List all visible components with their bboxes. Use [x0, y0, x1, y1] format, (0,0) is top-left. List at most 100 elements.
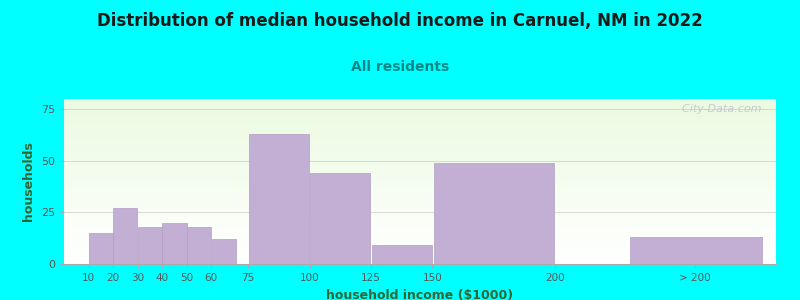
Bar [64, 191, 776, 193]
Bar [89, 233, 113, 264]
Bar [64, 200, 776, 201]
Bar [64, 146, 776, 147]
Bar [64, 168, 776, 169]
Bar [64, 130, 776, 131]
Bar [64, 166, 776, 167]
Bar [64, 141, 776, 142]
Bar [64, 250, 776, 251]
Bar [64, 125, 776, 127]
Bar [64, 114, 776, 116]
Bar [64, 108, 776, 109]
Bar [64, 196, 776, 197]
Bar [64, 160, 776, 161]
Bar [64, 127, 776, 128]
Bar [64, 233, 776, 234]
Bar [64, 214, 776, 216]
Bar [64, 256, 776, 257]
Bar [64, 100, 776, 101]
Bar [64, 167, 776, 168]
Bar [64, 198, 776, 199]
Bar [249, 134, 309, 264]
Bar [114, 208, 138, 264]
Bar [64, 132, 776, 133]
Bar [64, 232, 776, 233]
Bar [64, 219, 776, 220]
Text: City-Data.com: City-Data.com [675, 104, 762, 114]
Bar [64, 164, 776, 165]
Bar [64, 129, 776, 130]
Bar [64, 226, 776, 228]
Bar [64, 228, 776, 229]
Bar [64, 229, 776, 230]
Bar [64, 173, 776, 174]
Bar [64, 103, 776, 104]
Bar [64, 120, 776, 121]
Bar [64, 253, 776, 254]
Bar [64, 143, 776, 144]
Bar [64, 148, 776, 150]
Bar [64, 194, 776, 195]
Bar [64, 189, 776, 190]
Bar [64, 202, 776, 203]
Bar [64, 183, 776, 184]
Bar [64, 251, 776, 252]
Bar [64, 193, 776, 194]
Bar [64, 185, 776, 186]
Bar [64, 139, 776, 140]
Bar [64, 118, 776, 119]
Bar [64, 178, 776, 179]
Bar [64, 241, 776, 242]
Bar [310, 173, 370, 264]
Bar [64, 254, 776, 255]
Bar [64, 175, 776, 176]
Bar [64, 109, 776, 110]
Bar [64, 137, 776, 139]
Bar [64, 134, 776, 135]
Bar [64, 205, 776, 206]
Bar [187, 227, 211, 264]
Bar [64, 239, 776, 240]
Bar [64, 113, 776, 114]
Bar [64, 165, 776, 166]
X-axis label: household income ($1000): household income ($1000) [326, 289, 514, 300]
Bar [64, 121, 776, 122]
Bar [64, 216, 776, 217]
Bar [64, 234, 776, 236]
Bar [434, 163, 554, 264]
Bar [64, 180, 776, 181]
Bar [64, 188, 776, 189]
Bar [64, 136, 776, 137]
Bar [64, 195, 776, 196]
Bar [64, 111, 776, 112]
Bar [64, 197, 776, 198]
Bar [64, 110, 776, 111]
Bar [64, 163, 776, 164]
Bar [64, 112, 776, 113]
Bar [64, 106, 776, 107]
Bar [64, 170, 776, 172]
Bar [64, 224, 776, 226]
Bar [64, 243, 776, 244]
Bar [64, 210, 776, 211]
Bar [64, 240, 776, 241]
Bar [64, 179, 776, 180]
Bar [64, 147, 776, 148]
Bar [64, 207, 776, 208]
Bar [64, 135, 776, 136]
Bar [371, 245, 432, 264]
Bar [64, 255, 776, 256]
Bar [64, 199, 776, 200]
Bar [64, 177, 776, 178]
Bar [64, 150, 776, 151]
Bar [64, 217, 776, 218]
Bar [64, 157, 776, 158]
Bar [64, 145, 776, 146]
Bar [64, 263, 776, 264]
Bar [64, 257, 776, 259]
Bar [64, 186, 776, 187]
Bar [630, 237, 762, 264]
Bar [64, 184, 776, 185]
Bar [64, 140, 776, 141]
Bar [64, 123, 776, 124]
Bar [64, 221, 776, 222]
